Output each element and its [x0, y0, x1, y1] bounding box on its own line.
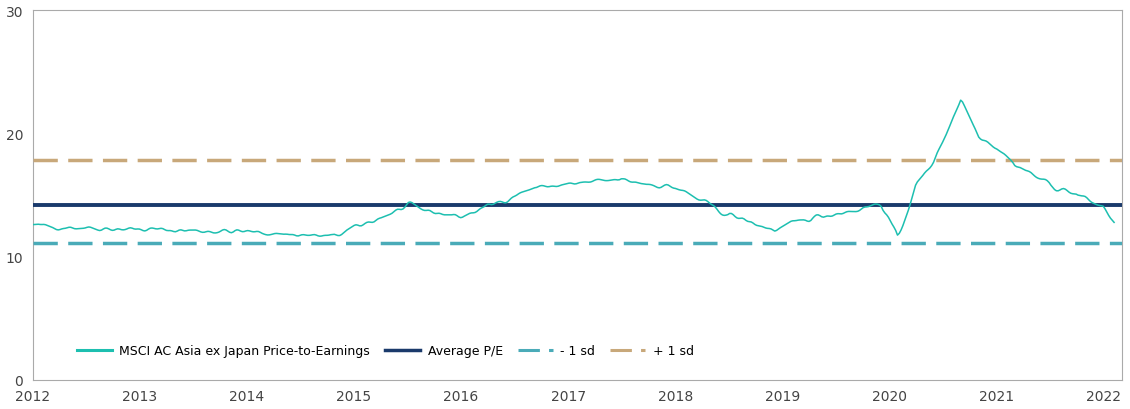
Legend: MSCI AC Asia ex Japan Price-to-Earnings, Average P/E, - 1 sd, + 1 sd: MSCI AC Asia ex Japan Price-to-Earnings,…	[72, 339, 698, 362]
